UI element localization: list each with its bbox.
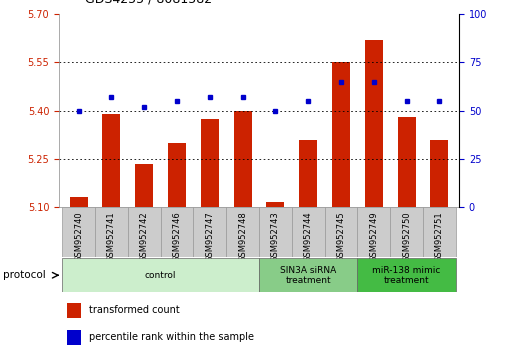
Bar (358, 207, 390, 257)
Bar (62, 207, 95, 257)
Text: SIN3A siRNA
treatment: SIN3A siRNA treatment (280, 266, 337, 285)
Bar (266, 202, 285, 207)
Bar (67, 303, 81, 318)
Text: GSM952745: GSM952745 (337, 211, 346, 262)
Text: GSM952746: GSM952746 (172, 211, 182, 262)
Bar (325, 207, 358, 257)
Bar (259, 207, 292, 257)
Bar (259, 258, 358, 292)
Text: miR-138 mimic
treatment: miR-138 mimic treatment (372, 266, 441, 285)
Text: GSM952742: GSM952742 (140, 211, 149, 262)
Text: protocol: protocol (3, 270, 45, 280)
Text: GSM952748: GSM952748 (238, 211, 247, 262)
Bar (95, 207, 128, 257)
Bar (128, 207, 161, 257)
Bar (233, 110, 252, 207)
Text: transformed count: transformed count (89, 306, 180, 315)
Text: GDS4255 / 8081582: GDS4255 / 8081582 (85, 0, 212, 5)
Bar (161, 207, 193, 257)
Text: GSM952740: GSM952740 (74, 211, 83, 262)
Bar (201, 119, 219, 207)
Bar (398, 117, 416, 207)
Text: percentile rank within the sample: percentile rank within the sample (89, 332, 254, 342)
Bar (365, 40, 383, 207)
Text: GSM952743: GSM952743 (271, 211, 280, 262)
Bar (62, 258, 259, 292)
Bar (193, 207, 226, 257)
Bar (299, 139, 317, 207)
Text: GSM952750: GSM952750 (402, 211, 411, 262)
Bar (67, 330, 81, 345)
Bar (390, 207, 423, 257)
Text: GSM952744: GSM952744 (304, 211, 313, 262)
Text: GSM952751: GSM952751 (435, 211, 444, 262)
Text: GSM952747: GSM952747 (205, 211, 214, 262)
Bar (135, 164, 153, 207)
Bar (358, 258, 456, 292)
Bar (423, 207, 456, 257)
Bar (168, 143, 186, 207)
Bar (430, 139, 448, 207)
Bar (292, 207, 325, 257)
Text: control: control (145, 271, 176, 280)
Bar (70, 198, 88, 207)
Text: GSM952749: GSM952749 (369, 211, 379, 262)
Bar (103, 114, 121, 207)
Bar (226, 207, 259, 257)
Bar (332, 62, 350, 207)
Text: GSM952741: GSM952741 (107, 211, 116, 262)
